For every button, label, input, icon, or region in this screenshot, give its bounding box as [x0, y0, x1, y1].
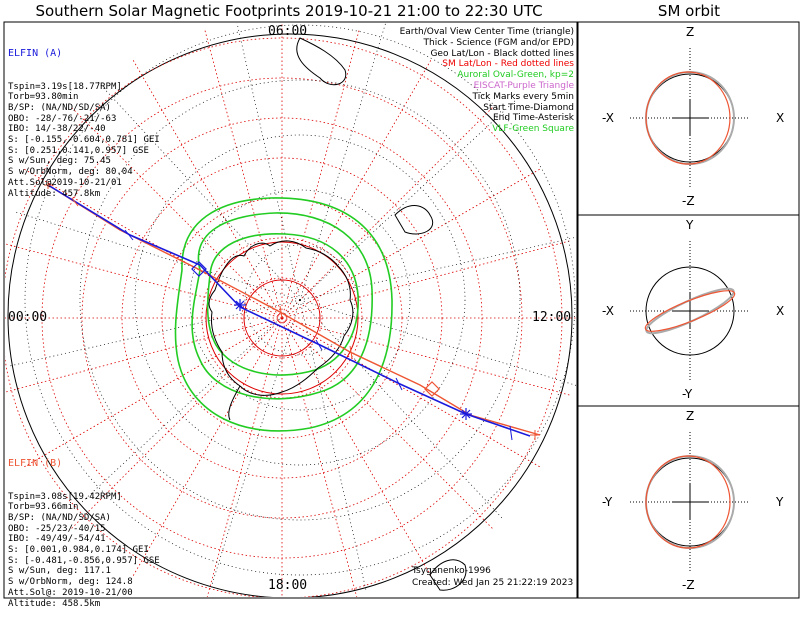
grid-radial-line	[5, 317, 283, 393]
grid-radial-line	[281, 239, 572, 319]
orbit-title: SM orbit	[657, 2, 721, 20]
legend-entry: Auroral Oval-Green, kp=2	[457, 70, 574, 81]
orbit-axis-label-bottom: -Z	[682, 578, 695, 592]
orbit-axis-label-left: -X	[602, 111, 614, 125]
elfin-a-info-line: S w/OrbNorm, deg: 80.04	[8, 167, 133, 178]
legend-entry: VLF-Green Square	[492, 124, 574, 135]
elfin-a-info-line: S: [0.251,0.141,0.957] GSE	[8, 145, 149, 156]
legend-entry: Thick - Science (FGM and/or EPD)	[423, 37, 574, 48]
footprint-map	[3, 21, 800, 599]
elfin-a-info-line: B/SP: (NA/ND/SD/SA)	[8, 102, 111, 113]
mlt-label-bottom: 18:00	[268, 578, 308, 593]
orbit-axis-label-right: Y	[776, 495, 784, 509]
elfin-b-lines: Tspin=3.08s[19.42RPM] Torb=93.66min B/SP: …	[8, 492, 160, 610]
orbit-axis-label-top: Z	[686, 25, 695, 39]
orbit-axis-label-bottom: -Z	[682, 194, 695, 208]
elfin-a-info-line: OBO: -28/-76/-21/-63	[8, 113, 117, 124]
page-title: Southern Solar Magnetic Footprints 2019-…	[35, 2, 543, 20]
legend-entry: Start Time-Diamond	[483, 102, 574, 113]
elfin-b-info-line: Att.Sol@: 2019-10-21/00	[8, 587, 133, 598]
elfin-a-info-line: Tspin=3.19s[18.77RPM]	[8, 81, 122, 92]
mlt-label-top: 06:00	[268, 24, 308, 39]
orbit-axis-label-left: -X	[602, 304, 614, 318]
grid-radial-line	[211, 299, 301, 587]
model-label: Tsyganenko-1996	[412, 566, 491, 576]
legend-entry: End Time-Asterisk	[492, 113, 574, 124]
grid-radial-line	[281, 317, 495, 531]
elfin-b-info-line: S w/Sun, deg: 117.1	[8, 566, 111, 577]
grid-radial-line	[299, 299, 505, 521]
mlt-label-left: 00:00	[8, 310, 48, 325]
legend-entry: Geo Lat/Lon - Black dotted lines	[430, 48, 574, 59]
elfin-b-info-line: Tspin=3.08s[19.42RPM]	[8, 491, 122, 502]
grid-radial-line	[281, 317, 543, 469]
orbit-axis-label-left: -Y	[602, 495, 613, 509]
elfin-b-info-line: S: [-0.481,-0.856,0.957] GSE	[8, 555, 160, 566]
elfin-a-info-line: S w/Sun, deg: 75.45	[8, 156, 111, 167]
legend-entry: EISCAT-Purple Triangle	[473, 80, 574, 91]
elfin-a-lines: Tspin=3.19s[18.77RPM] Torb=93.80min B/SP: …	[8, 82, 160, 200]
grid-radial-line	[203, 28, 283, 319]
grid-radial-line	[281, 28, 361, 319]
grid-radial-line	[281, 167, 543, 319]
grid-radial-line	[281, 317, 572, 397]
created-label: Created: Wed Jan 25 21:22:19 2023	[412, 578, 574, 588]
orbit-track-a	[644, 290, 736, 332]
orbit-axis-label-bottom: -Y	[682, 387, 693, 401]
legend: Earth/Oval View Center Time (triangle) Th…	[400, 27, 574, 135]
elfin-b-info-line: S w/OrbNorm, deg: 124.8	[8, 577, 133, 588]
orbit-axis-label-top: Z	[686, 409, 695, 423]
orbit-track-a	[645, 455, 731, 549]
elfin-a-info: ELFIN (A) Tspin=3.19s[18.77RPM] Torb=93.8…	[8, 28, 160, 210]
legend-entry: Tick Marks every 5min	[472, 91, 574, 102]
orbit-axis-label-right: X	[776, 111, 785, 125]
grid-radial-line	[281, 317, 433, 579]
elfin-b-info-line: Torb=93.66min	[8, 502, 79, 513]
elfin-a-info-line: Torb=93.80min	[8, 92, 79, 103]
elfin-a-info-line: S: [-0.155,-0.604,0.781] GEI	[8, 135, 160, 146]
elfin-b-info-line: IBO: -49/49/-54/41	[8, 534, 106, 545]
elfin-b-info-line: B/SP: (NA/ND/SD/SA)	[8, 512, 111, 523]
elfin-b-info-line: S: [0.001,0.984,0.174] GEI	[8, 545, 149, 556]
mlt-label-right: 12:00	[532, 310, 572, 325]
orbit-track-a	[645, 71, 731, 165]
legend-entry: Earth/Oval View Center Time (triangle)	[399, 27, 574, 37]
elfin-a-info-line: Altitude: 457.8km	[8, 188, 101, 199]
elfin-b-header: ELFIN (B)	[8, 458, 63, 470]
grid-radial-line	[299, 236, 576, 301]
elfin-a-header: ELFIN (A)	[8, 48, 63, 60]
orbit-axis-label-top: Y	[686, 218, 694, 232]
grid-radial-line	[281, 105, 495, 319]
orbit-axis-label-right: X	[776, 304, 785, 318]
elfin-a-info-line: Att.Sol@2019-10-21/01	[8, 177, 122, 188]
elfin-b-info-line: OBO: -25/23/-40/15	[8, 523, 106, 534]
legend-entry: SM Lat/Lon - Red dotted lines	[442, 59, 574, 70]
elfin-b-info-line: Altitude: 458.5km	[8, 598, 101, 609]
grid-radial-line	[299, 23, 387, 301]
elfin-a-info-line: IBO: 14/-38/22/-40	[8, 124, 106, 135]
elfin-b-info: ELFIN (B) Tspin=3.08s[19.42RPM] Torb=93.6…	[8, 438, 160, 620]
